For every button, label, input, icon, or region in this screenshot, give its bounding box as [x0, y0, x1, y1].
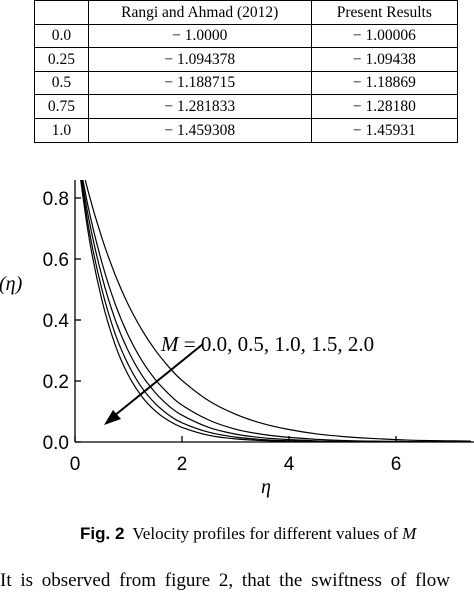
velocity-curve-2: [81, 180, 471, 442]
y-axis-label: (η): [0, 273, 23, 295]
table-header-cell: Rangi and Ahmad (2012): [87, 0, 312, 25]
table-header-cell: Present Results: [310, 0, 459, 25]
x-tick-label: 0: [70, 454, 81, 475]
curves: [80, 180, 471, 442]
table-cell: − 1.281833: [87, 94, 312, 119]
annotation-arrow-shaft: [113, 343, 204, 417]
annotation-label: M = 0.0, 0.5, 1.0, 1.5, 2.0: [160, 332, 374, 356]
y-tick-label: 0.4: [43, 311, 70, 332]
results-table: Rangi and Ahmad (2012) Present Results 0.0…: [34, 0, 459, 143]
caption-symbol: M: [402, 524, 417, 543]
x-tick-label: 4: [284, 454, 295, 475]
x-axis-label: η: [261, 476, 271, 498]
table-row: 1.0− 1.459308− 1.45931: [34, 117, 459, 143]
y-tick-label: 0.6: [43, 250, 69, 271]
annotation-arrowhead: [104, 410, 121, 425]
table-cell: 0.75: [34, 94, 89, 119]
table-cell: 0.0: [34, 23, 89, 49]
table-cell: − 1.094378: [87, 47, 312, 72]
table-header-cell: [34, 0, 89, 25]
velocity-curve-0: [80, 180, 471, 442]
velocity-curve-3: [82, 180, 471, 442]
axis-ticks: 0 2 4 6 0.0 0.2 0.4 0.6 0.8: [43, 189, 402, 475]
table-cell: 0.25: [34, 47, 89, 72]
table-row: 0.0− 1.0000− 1.00006: [34, 23, 459, 49]
velocity-curve-4: [84, 180, 471, 442]
caption-text: Velocity profiles for different values o…: [132, 524, 403, 543]
table-row: 0.75− 1.281833− 1.28180: [34, 94, 459, 119]
caption-label: Fig. 2: [80, 524, 125, 543]
table-row: 0.5− 1.188715− 1.18869: [34, 70, 459, 96]
velocity-profile-chart: 0 2 4 6 0.0 0.2 0.4 0.6 0.8 (η) η M = 0.0, 0.5, …: [0, 180, 474, 498]
velocity-curve-1: [80, 180, 471, 442]
figure-caption: Fig. 2 Velocity profiles for different va…: [80, 524, 416, 544]
table-cell: − 1.00006: [310, 23, 459, 49]
x-tick-label: 2: [177, 454, 188, 475]
table-row: 0.25− 1.094378− 1.09438: [34, 47, 459, 72]
table-cell: − 1.09438: [310, 47, 459, 72]
y-tick-label: 0.2: [43, 372, 69, 393]
table-cell: − 1.28180: [310, 94, 459, 119]
y-tick-label: 0.8: [43, 189, 69, 210]
table-cell: 0.5: [34, 70, 89, 96]
body-text: It is observed from figure 2, that the s…: [0, 570, 450, 591]
table-cell: 1.0: [34, 117, 89, 143]
x-tick-label: 6: [391, 454, 402, 475]
table-cell: − 1.18869: [310, 70, 459, 96]
table-header-row: Rangi and Ahmad (2012) Present Results: [34, 0, 459, 25]
y-tick-label: 0.0: [43, 433, 69, 454]
table-body: Rangi and Ahmad (2012) Present Results 0.0…: [34, 0, 459, 143]
table-cell: − 1.188715: [87, 70, 312, 96]
table-cell: − 1.45931: [310, 117, 459, 143]
